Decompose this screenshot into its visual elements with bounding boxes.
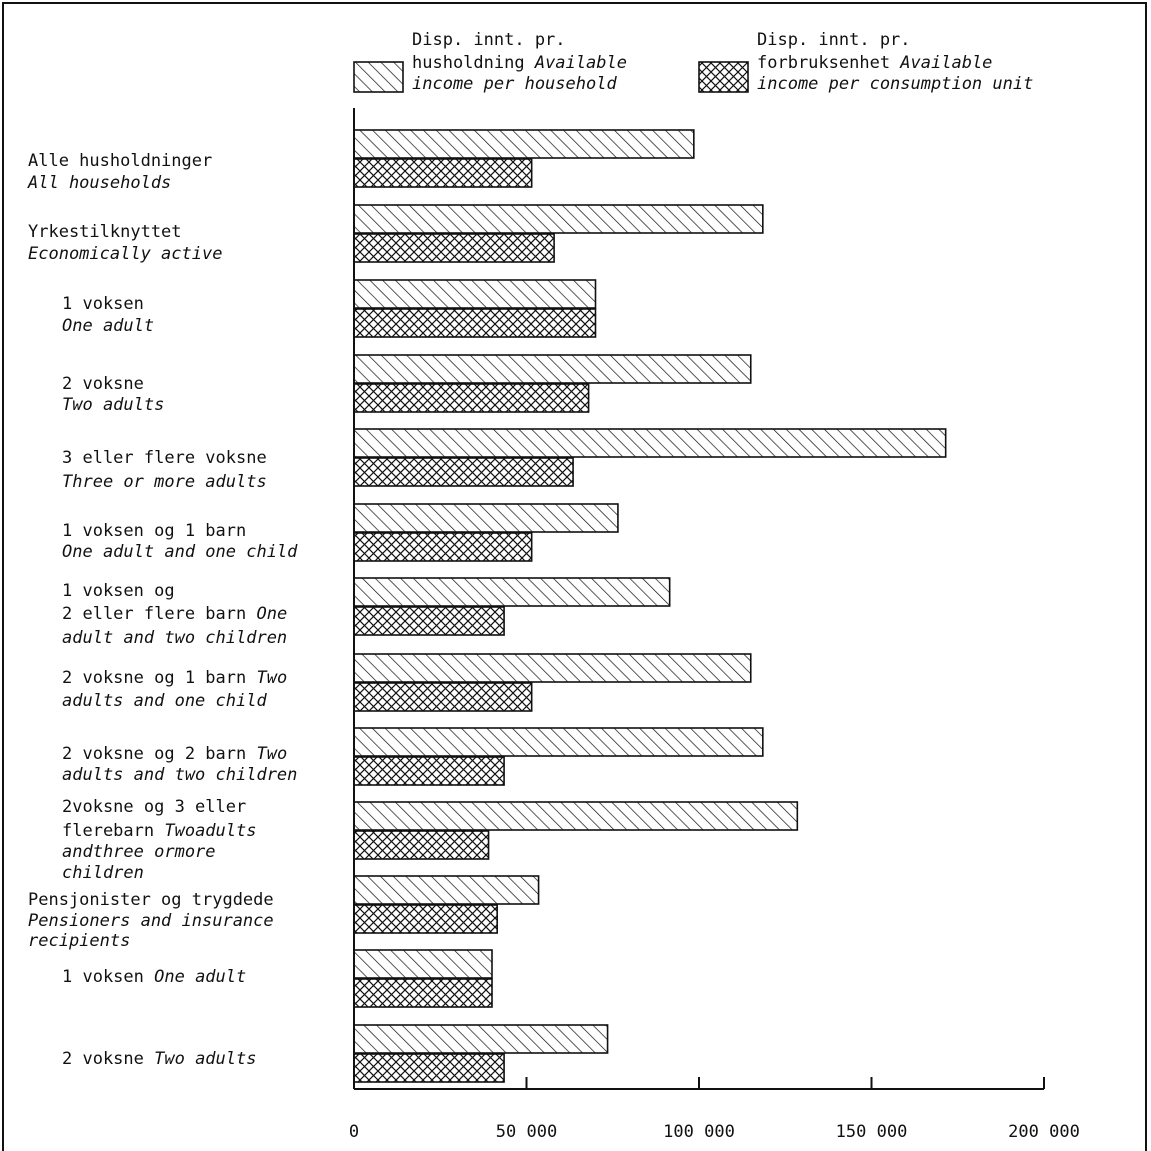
cat-label-4-en: Three or more adults bbox=[62, 472, 267, 492]
bar-household-8 bbox=[353, 727, 764, 757]
bar-consumption-unit-12 bbox=[353, 1053, 505, 1083]
cat-label-5-en: One adult and one child bbox=[62, 542, 298, 562]
cat-label-6-no-2: 2 eller flere barn One bbox=[62, 604, 287, 624]
cat-label-6-en: adult and two children bbox=[62, 628, 287, 648]
cat-label-9-en-1: andthree ormore bbox=[62, 842, 216, 862]
legend-swatch-household bbox=[353, 61, 404, 93]
bar-consumption-unit-7 bbox=[353, 682, 533, 712]
bar-consumption-unit-4 bbox=[353, 457, 574, 487]
bar-consumption-unit-11 bbox=[353, 978, 493, 1008]
bar-household-4 bbox=[353, 428, 947, 458]
x-tick-label-3: 150 000 bbox=[836, 1122, 908, 1142]
x-tick-label-0: 0 bbox=[349, 1122, 359, 1142]
bar-household-12 bbox=[353, 1024, 609, 1054]
cat-label-4-no: 3 eller flere voksne bbox=[62, 448, 267, 468]
legend-label-consumption-en: income per consumption unit bbox=[757, 74, 1033, 94]
category-labels: Alle husholdninger All households Yrkest… bbox=[27, 151, 298, 1069]
cat-label-9-en-2: children bbox=[62, 863, 144, 883]
bar-consumption-unit-10 bbox=[353, 904, 498, 934]
cat-label-8-no: 2 voksne og 2 barn Two bbox=[62, 744, 287, 764]
cat-label-11: 1 voksen One adult bbox=[62, 967, 246, 987]
bar-household-7 bbox=[353, 653, 752, 683]
legend-label-household-en: income per household bbox=[412, 74, 617, 94]
bar-household-11 bbox=[353, 949, 493, 979]
bar-household-10 bbox=[353, 875, 540, 905]
bar-consumption-unit-2 bbox=[353, 308, 597, 338]
bar-consumption-unit-0 bbox=[353, 158, 533, 188]
cat-label-2-en: One adult bbox=[62, 316, 154, 336]
bar-consumption-unit-6 bbox=[353, 606, 505, 636]
cat-label-0-en: All households bbox=[27, 173, 171, 193]
x-axis: 0 50 000 100 000 150 000 200 000 bbox=[349, 108, 1080, 1142]
bar-consumption-unit-9 bbox=[353, 830, 490, 860]
bar-household-3 bbox=[353, 354, 752, 384]
legend-label-consumption-no-1: Disp. innt. pr. bbox=[757, 30, 911, 50]
cat-label-7-en: adults and one child bbox=[62, 691, 267, 711]
bar-consumption-unit-8 bbox=[353, 756, 505, 786]
legend-label-household-no-2: husholdning Available bbox=[412, 53, 627, 73]
cat-label-2-no: 1 voksen bbox=[62, 294, 144, 314]
bar-consumption-unit-5 bbox=[353, 532, 533, 562]
bar-household-0 bbox=[353, 129, 695, 159]
legend-label-household-no-1: Disp. innt. pr. bbox=[412, 30, 566, 50]
bar-household-5 bbox=[353, 503, 619, 533]
bar-household-2 bbox=[353, 279, 597, 309]
bar-household-9 bbox=[353, 801, 799, 831]
bar-consumption-unit-3 bbox=[353, 383, 590, 413]
cat-label-8-en: adults and two children bbox=[62, 765, 297, 785]
cat-label-12: 2 voksne Two adults bbox=[62, 1049, 256, 1069]
x-tick-label-2: 100 000 bbox=[663, 1122, 735, 1142]
bar-consumption-unit-1 bbox=[353, 233, 555, 263]
cat-label-6-no-1: 1 voksen og bbox=[62, 581, 175, 601]
cat-label-0-no: Alle husholdninger bbox=[28, 151, 212, 171]
legend-swatch-consumption bbox=[698, 61, 749, 93]
legend-label-consumption-no-2: forbruksenhet Available bbox=[757, 53, 992, 73]
cat-label-7-no: 2 voksne og 1 barn Two bbox=[62, 668, 287, 688]
bars bbox=[353, 129, 947, 1083]
cat-label-10-no: Pensjonister og trygdede bbox=[28, 890, 274, 910]
bar-household-6 bbox=[353, 577, 671, 607]
cat-label-10-en-1: Pensioners and insurance bbox=[28, 911, 274, 931]
legend: Disp. innt. pr. husholdning Available in… bbox=[353, 30, 1033, 94]
cat-label-1-no: Yrkestilknyttet bbox=[28, 222, 182, 242]
x-tick-label-1: 50 000 bbox=[496, 1122, 557, 1142]
bar-household-1 bbox=[353, 204, 764, 234]
cat-label-9-no-2: flerebarn Twoadults bbox=[62, 821, 256, 841]
cat-label-10-en-2: recipients bbox=[28, 931, 130, 951]
cat-label-9-no-1: 2voksne og 3 eller bbox=[62, 797, 246, 817]
cat-label-3-en: Two adults bbox=[62, 395, 164, 415]
cat-label-3-no: 2 voksne bbox=[62, 374, 144, 394]
x-tick-label-4: 200 000 bbox=[1008, 1122, 1080, 1142]
cat-label-5-no: 1 voksen og 1 barn bbox=[62, 521, 246, 541]
cat-label-1-en: Economically active bbox=[28, 244, 222, 264]
